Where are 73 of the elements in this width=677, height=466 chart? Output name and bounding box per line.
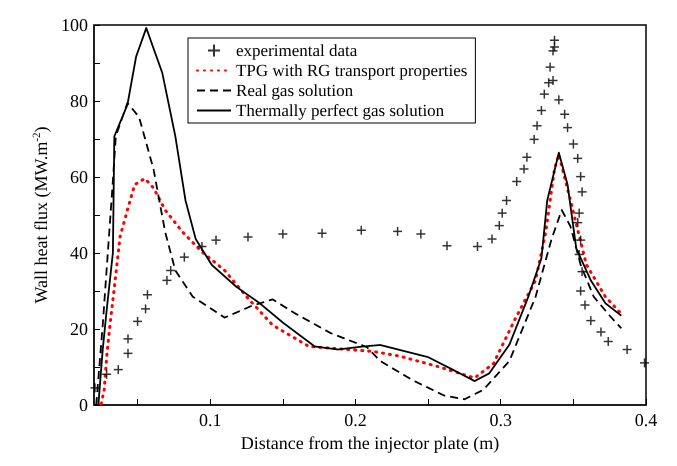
y-tick-label: 40 bbox=[70, 243, 88, 263]
point bbox=[122, 348, 134, 359]
point bbox=[536, 105, 547, 116]
y-axis-title: Wall heat flux (MW.m-2) bbox=[31, 126, 52, 304]
point bbox=[576, 266, 588, 277]
point bbox=[574, 249, 584, 260]
x-axis-title: Distance from the injector plate (m) bbox=[240, 432, 500, 453]
x-tick-label: 0.3 bbox=[489, 410, 512, 430]
point bbox=[586, 315, 596, 326]
point bbox=[472, 241, 483, 252]
point bbox=[549, 34, 560, 46]
point bbox=[278, 228, 288, 240]
point bbox=[562, 122, 573, 133]
point bbox=[511, 176, 522, 187]
legend-label: Thermally perfect gas solution bbox=[236, 101, 445, 120]
point bbox=[543, 78, 554, 88]
legend-label: TPG with RG transport properties bbox=[236, 61, 468, 80]
point bbox=[140, 304, 151, 314]
point bbox=[576, 186, 588, 198]
point bbox=[132, 316, 143, 327]
point bbox=[602, 336, 614, 347]
point bbox=[528, 134, 540, 145]
point bbox=[622, 344, 632, 355]
point bbox=[101, 368, 112, 380]
point bbox=[532, 120, 542, 131]
legend-label: experimental data bbox=[236, 41, 358, 60]
point bbox=[165, 265, 176, 276]
point bbox=[548, 46, 558, 56]
y-tick-label: 100 bbox=[61, 15, 88, 35]
point bbox=[575, 286, 586, 296]
point bbox=[113, 364, 124, 375]
point bbox=[639, 358, 650, 368]
point bbox=[575, 234, 586, 246]
point bbox=[416, 228, 426, 240]
point bbox=[580, 300, 590, 310]
point bbox=[559, 109, 570, 120]
point bbox=[356, 224, 367, 236]
point bbox=[316, 228, 328, 238]
x-tick-label: 0.1 bbox=[198, 410, 222, 430]
point bbox=[90, 382, 100, 394]
y-tick-label: 0 bbox=[79, 395, 88, 415]
point bbox=[568, 138, 579, 150]
point bbox=[494, 220, 505, 231]
point bbox=[122, 334, 134, 344]
point bbox=[501, 195, 512, 206]
point bbox=[486, 234, 498, 244]
point bbox=[596, 326, 606, 338]
x-tick-label: 0.4 bbox=[634, 410, 658, 430]
point bbox=[572, 153, 583, 164]
point bbox=[548, 75, 558, 86]
y-tick-label: 60 bbox=[70, 167, 88, 187]
point bbox=[554, 94, 564, 106]
point bbox=[575, 171, 586, 182]
point bbox=[442, 240, 452, 252]
legend-label: Real gas solution bbox=[236, 81, 354, 100]
point bbox=[210, 234, 222, 246]
point bbox=[496, 208, 508, 218]
x-tick-label: 0.2 bbox=[344, 410, 367, 430]
y-tick-label: 20 bbox=[70, 319, 88, 339]
point bbox=[162, 275, 172, 286]
point bbox=[574, 208, 584, 218]
point bbox=[179, 252, 190, 262]
point bbox=[142, 290, 153, 300]
point bbox=[196, 241, 208, 252]
point bbox=[544, 62, 556, 72]
y-tick-label: 80 bbox=[70, 91, 88, 111]
point bbox=[549, 42, 560, 52]
point bbox=[392, 226, 403, 237]
point bbox=[518, 164, 530, 174]
point bbox=[522, 152, 532, 162]
point bbox=[539, 88, 550, 100]
point bbox=[242, 232, 254, 242]
point bbox=[572, 217, 583, 228]
